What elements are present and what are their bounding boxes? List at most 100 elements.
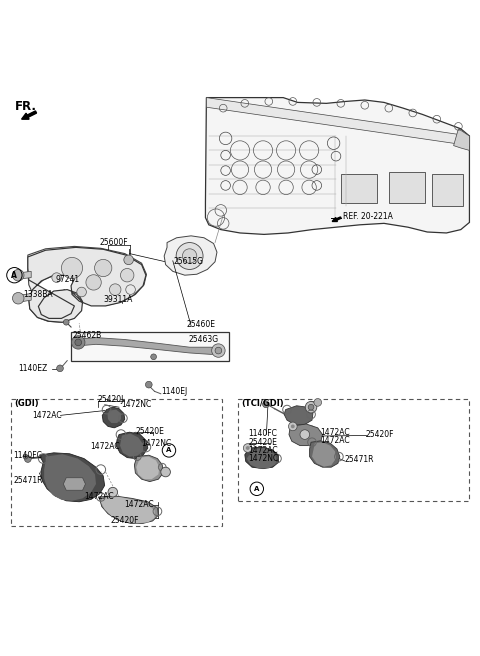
Polygon shape bbox=[28, 247, 146, 322]
Polygon shape bbox=[28, 247, 146, 322]
Text: 1140EZ: 1140EZ bbox=[18, 364, 47, 373]
Text: 1140EJ: 1140EJ bbox=[161, 387, 187, 396]
Polygon shape bbox=[284, 406, 313, 425]
Text: 1472AC: 1472AC bbox=[321, 436, 350, 445]
Circle shape bbox=[124, 255, 133, 264]
Text: 1338BA: 1338BA bbox=[23, 290, 53, 299]
Polygon shape bbox=[44, 454, 96, 501]
Circle shape bbox=[52, 273, 61, 282]
Text: (TCI/GDI): (TCI/GDI) bbox=[241, 400, 284, 408]
Polygon shape bbox=[134, 455, 163, 482]
Bar bbox=[71, 332, 229, 361]
Text: 1472NC: 1472NC bbox=[249, 454, 279, 463]
Circle shape bbox=[63, 319, 69, 325]
Circle shape bbox=[176, 243, 203, 270]
Circle shape bbox=[12, 293, 24, 304]
Polygon shape bbox=[108, 409, 121, 423]
Polygon shape bbox=[245, 447, 278, 468]
Text: 1472AC: 1472AC bbox=[124, 500, 154, 508]
Circle shape bbox=[86, 275, 101, 290]
Polygon shape bbox=[136, 457, 159, 479]
Text: 25420F: 25420F bbox=[110, 516, 139, 525]
Text: 39311A: 39311A bbox=[103, 295, 132, 304]
Circle shape bbox=[243, 443, 252, 453]
Text: 1472NC: 1472NC bbox=[142, 439, 172, 447]
Polygon shape bbox=[120, 434, 143, 457]
Polygon shape bbox=[312, 442, 336, 466]
Polygon shape bbox=[79, 338, 218, 354]
Text: 25600F: 25600F bbox=[100, 238, 129, 247]
Circle shape bbox=[23, 454, 28, 459]
Circle shape bbox=[151, 354, 156, 359]
Text: REF. 20-221A: REF. 20-221A bbox=[343, 212, 393, 221]
Polygon shape bbox=[289, 424, 323, 445]
Text: 25615G: 25615G bbox=[174, 257, 204, 266]
Circle shape bbox=[77, 287, 86, 297]
Polygon shape bbox=[102, 407, 125, 428]
Circle shape bbox=[263, 401, 269, 407]
Polygon shape bbox=[98, 496, 158, 523]
Circle shape bbox=[120, 268, 134, 282]
Circle shape bbox=[182, 249, 197, 263]
Circle shape bbox=[246, 446, 250, 450]
Circle shape bbox=[291, 424, 295, 428]
FancyArrow shape bbox=[22, 111, 36, 119]
Circle shape bbox=[61, 257, 83, 279]
Text: 97241: 97241 bbox=[55, 276, 79, 285]
Text: A: A bbox=[166, 447, 172, 453]
Text: 25420E: 25420E bbox=[136, 426, 165, 436]
Circle shape bbox=[95, 259, 112, 277]
Circle shape bbox=[314, 399, 322, 406]
Circle shape bbox=[109, 284, 121, 295]
Circle shape bbox=[308, 404, 314, 410]
Polygon shape bbox=[39, 453, 105, 502]
Text: 1472AC: 1472AC bbox=[84, 493, 114, 501]
Polygon shape bbox=[206, 98, 469, 146]
Text: 25420J: 25420J bbox=[97, 394, 123, 403]
Text: 1472AC: 1472AC bbox=[249, 446, 278, 455]
Text: 1472AC: 1472AC bbox=[321, 428, 350, 437]
Polygon shape bbox=[19, 293, 31, 302]
Text: 1472AC: 1472AC bbox=[90, 441, 120, 451]
Circle shape bbox=[72, 336, 85, 349]
Circle shape bbox=[288, 422, 297, 431]
Polygon shape bbox=[310, 441, 340, 467]
Bar bbox=[432, 174, 463, 205]
Bar bbox=[389, 172, 425, 203]
Circle shape bbox=[108, 487, 118, 497]
Text: A: A bbox=[12, 271, 17, 279]
Polygon shape bbox=[63, 478, 85, 490]
Circle shape bbox=[57, 365, 63, 372]
Circle shape bbox=[305, 401, 317, 413]
Circle shape bbox=[145, 381, 152, 388]
Polygon shape bbox=[19, 272, 31, 279]
Circle shape bbox=[24, 456, 31, 462]
Text: FR.: FR. bbox=[14, 100, 36, 113]
Text: 25460E: 25460E bbox=[186, 319, 215, 329]
Polygon shape bbox=[164, 236, 217, 276]
Polygon shape bbox=[247, 448, 276, 468]
Text: 1472AC: 1472AC bbox=[33, 411, 62, 420]
Text: 25462B: 25462B bbox=[73, 331, 102, 340]
Bar bbox=[341, 174, 377, 203]
Circle shape bbox=[161, 467, 170, 477]
Text: 25420E: 25420E bbox=[249, 438, 277, 447]
Circle shape bbox=[212, 344, 225, 358]
Text: 1140FC: 1140FC bbox=[13, 451, 42, 460]
Polygon shape bbox=[205, 98, 469, 234]
Text: 25471R: 25471R bbox=[13, 476, 43, 485]
Circle shape bbox=[75, 339, 82, 346]
Circle shape bbox=[300, 430, 310, 440]
Text: 25420F: 25420F bbox=[366, 430, 394, 439]
Circle shape bbox=[12, 270, 24, 281]
Polygon shape bbox=[454, 129, 469, 150]
Text: 25471R: 25471R bbox=[345, 455, 374, 464]
Text: 25463G: 25463G bbox=[189, 335, 219, 344]
Text: 1472NC: 1472NC bbox=[121, 400, 151, 409]
Polygon shape bbox=[101, 497, 155, 523]
Circle shape bbox=[215, 347, 222, 354]
Text: A: A bbox=[254, 486, 260, 492]
FancyArrow shape bbox=[332, 217, 341, 222]
Text: 1140FC: 1140FC bbox=[249, 429, 277, 438]
Polygon shape bbox=[116, 432, 148, 459]
